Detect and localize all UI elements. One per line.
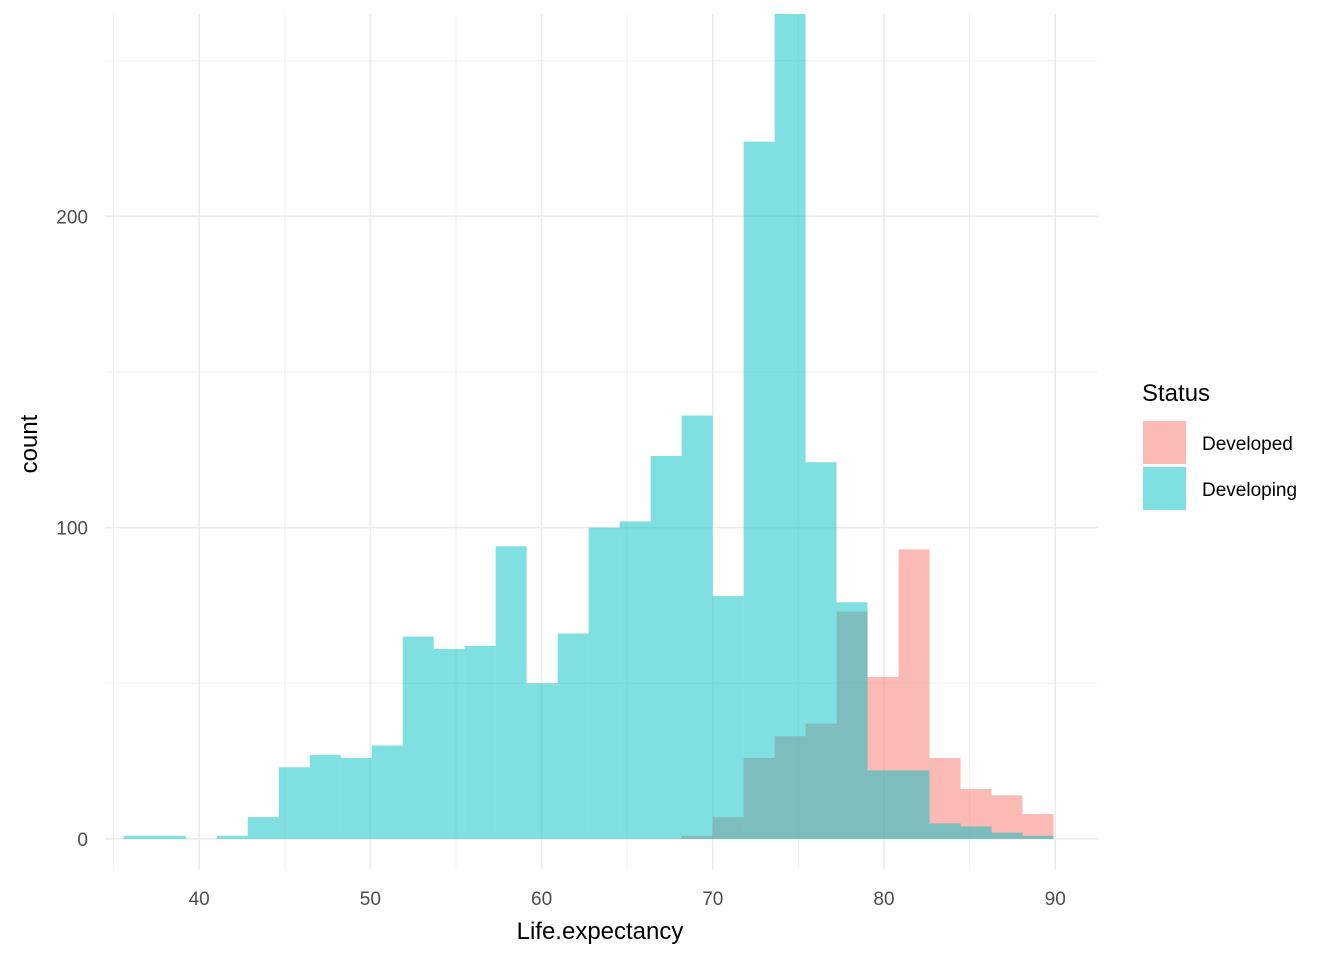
developed-bar xyxy=(991,795,1023,839)
x-tick-label: 60 xyxy=(531,889,552,910)
x-tick-labels: 40 50 60 70 80 90 xyxy=(189,889,1066,910)
legend-swatch-developing xyxy=(1143,467,1186,510)
developing-bar xyxy=(402,636,434,839)
legend: Status Developed Developing xyxy=(1142,380,1297,510)
legend-label-developing: Developing xyxy=(1202,480,1297,501)
developing-bar xyxy=(495,546,527,839)
y-tick-labels: 0 100 200 xyxy=(56,207,88,851)
developing-bar xyxy=(371,745,403,839)
y-tick-label: 100 xyxy=(56,519,88,540)
y-tick-label: 0 xyxy=(77,830,88,851)
developing-bar xyxy=(743,141,775,839)
developed-bar xyxy=(1022,813,1054,839)
legend-title: Status xyxy=(1142,380,1210,407)
developing-bar xyxy=(216,835,248,839)
legend-swatch-developed xyxy=(1143,421,1186,464)
x-tick-label: 90 xyxy=(1045,889,1066,910)
developing-bar xyxy=(774,14,806,839)
developing-bars xyxy=(123,14,1054,839)
developing-bar xyxy=(154,835,186,839)
developing-bar xyxy=(557,633,589,839)
developing-bar xyxy=(805,462,837,839)
developing-bar xyxy=(433,648,465,839)
developing-bar xyxy=(309,754,341,839)
developing-bar xyxy=(681,415,713,839)
y-axis-title: count xyxy=(16,414,43,473)
developing-bar xyxy=(898,770,930,839)
developing-bar xyxy=(929,823,961,839)
developing-bar xyxy=(247,817,279,839)
developing-bar xyxy=(650,456,682,839)
developing-bar xyxy=(867,770,899,839)
x-tick-label: 80 xyxy=(873,889,894,910)
x-tick-label: 40 xyxy=(189,889,210,910)
developing-bar xyxy=(340,757,372,839)
developing-bar xyxy=(712,596,744,839)
x-tick-label: 50 xyxy=(360,889,381,910)
developing-bar xyxy=(588,527,620,839)
developing-bar xyxy=(123,835,155,839)
developing-bar xyxy=(526,683,558,839)
legend-label-developed: Developed xyxy=(1202,434,1293,455)
x-tick-label: 70 xyxy=(702,889,723,910)
developing-bar xyxy=(278,767,310,839)
developing-bar xyxy=(1022,835,1054,839)
legend-items: Developed Developing xyxy=(1143,421,1297,510)
developing-bar xyxy=(464,645,496,839)
y-tick-label: 200 xyxy=(56,207,88,228)
developing-bar xyxy=(960,826,992,839)
x-axis-title: Life.expectancy xyxy=(517,918,684,945)
developing-bar xyxy=(619,521,651,839)
developing-bar xyxy=(836,602,868,839)
developing-bar xyxy=(991,832,1023,839)
